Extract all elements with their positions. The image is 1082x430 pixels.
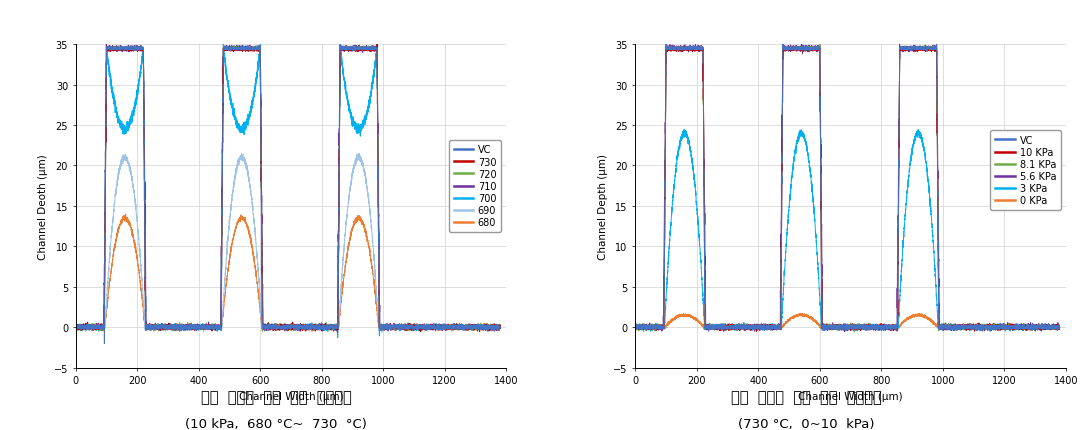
X-axis label: Channel Width (μm): Channel Width (μm) xyxy=(799,391,902,401)
Y-axis label: Channel Depth (μm): Channel Depth (μm) xyxy=(597,154,608,259)
Y-axis label: Channel Deoth (μm): Channel Deoth (μm) xyxy=(38,154,49,259)
Legend: VC, 10 KPa, 8.1 KPa, 5.6 KPa, 3 KPa, 0 KPa: VC, 10 KPa, 8.1 KPa, 5.6 KPa, 3 KPa, 0 K… xyxy=(990,131,1061,211)
Text: (730 °C,  0~10  kPa): (730 °C, 0~10 kPa) xyxy=(738,417,874,430)
X-axis label: Channel Width (μm): Channel Width (μm) xyxy=(239,391,343,401)
Legend: VC, 730, 720, 710, 700, 690, 680: VC, 730, 720, 710, 700, 690, 680 xyxy=(449,140,501,233)
Text: 공정  온도별  유리  성형  형상변화: 공정 온도별 유리 성형 형상변화 xyxy=(200,389,352,404)
Text: 공정  압력별  유리  성형  형상변화: 공정 압력별 유리 성형 형상변화 xyxy=(730,389,882,404)
Text: (10 kPa,  680 °C~  730  °C): (10 kPa, 680 °C~ 730 °C) xyxy=(185,417,367,430)
